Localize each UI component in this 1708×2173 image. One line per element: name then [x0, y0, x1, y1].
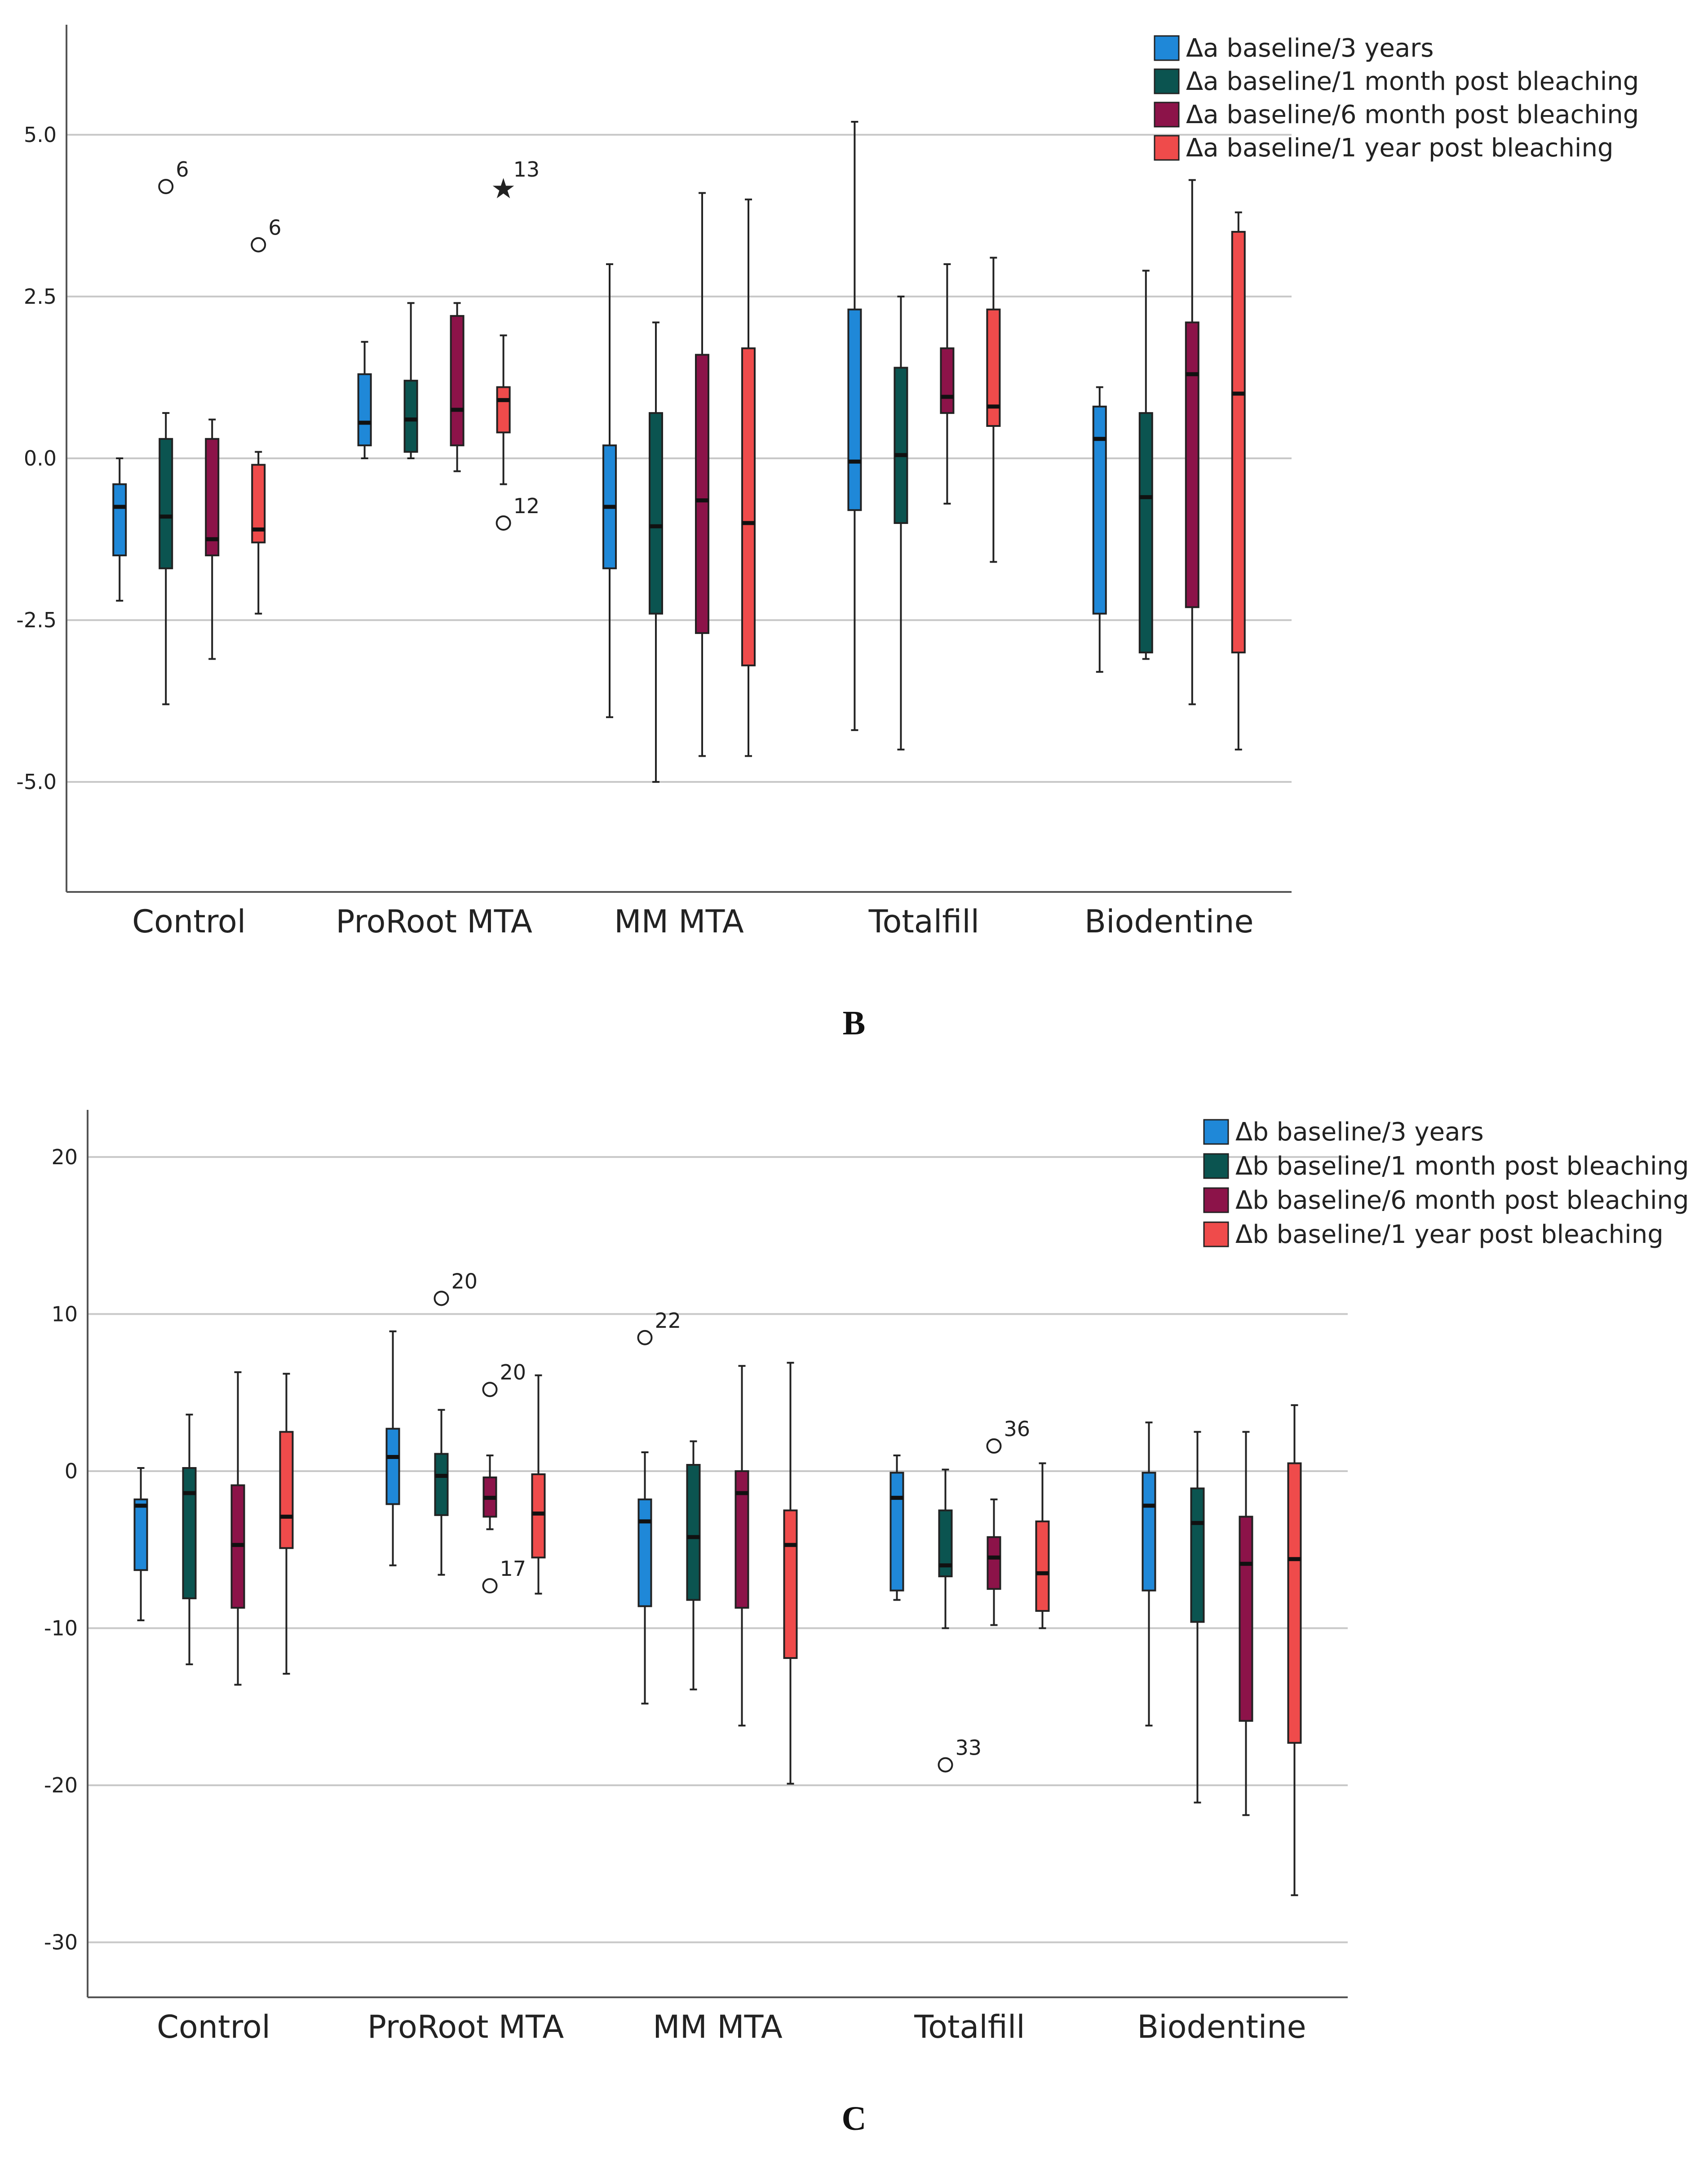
outlier-marker: [938, 1757, 953, 1773]
y-tick-label: 5.0: [24, 123, 57, 147]
legend-label: Δa baseline/1 year post bleaching: [1186, 133, 1614, 163]
y-tick-label: -2.5: [16, 608, 57, 632]
box: [1239, 1516, 1253, 1722]
y-tick-label: -30: [44, 1930, 78, 1955]
legend-swatch: [1154, 135, 1180, 161]
box: [1185, 321, 1199, 608]
y-tick-label: -20: [44, 1773, 78, 1797]
box: [894, 367, 908, 524]
y-tick-label: 20: [51, 1145, 78, 1169]
x-category-label: Control: [132, 903, 246, 940]
legend-label: Δb baseline/3 years: [1235, 1118, 1484, 1147]
y-tick-label: 10: [51, 1302, 78, 1326]
chart-panel-b: 5.0 2.5 0.0 -2.5 -5.0 Control ProRoot MTA MM MT…: [16, 25, 1639, 940]
outlier-label: 12: [513, 494, 540, 518]
x-category-label: Totalfill: [914, 2009, 1025, 2045]
box: [847, 308, 862, 511]
outlier-label: 6: [176, 157, 189, 182]
legend-swatch: [1203, 1221, 1229, 1247]
outlier-label: 36: [1004, 1417, 1031, 1441]
x-category-label: MM MTA: [614, 903, 744, 940]
outlier-label: 13: [513, 157, 540, 182]
box: [205, 438, 220, 557]
box: [1092, 405, 1107, 615]
legend-label: Δb baseline/1 year post bleaching: [1235, 1220, 1664, 1249]
x-category-label: ProRoot MTA: [336, 903, 532, 940]
box: [1287, 1462, 1302, 1744]
box: [496, 386, 511, 434]
x-category-label: MM MTA: [653, 2009, 783, 2045]
outlier-label: 22: [655, 1308, 681, 1333]
box: [686, 1464, 701, 1601]
box: [889, 1472, 904, 1592]
outlier-marker: [482, 1382, 498, 1397]
box: [385, 1428, 400, 1505]
box: [1231, 231, 1246, 654]
legend-swatch: [1203, 1187, 1229, 1213]
legend-label: Δa baseline/6 month post bleaching: [1186, 100, 1639, 129]
box: [637, 1498, 652, 1607]
outlier-star-marker: ★: [491, 172, 516, 205]
legend-label: Δb baseline/1 month post bleaching: [1235, 1152, 1689, 1181]
outlier-marker: [637, 1330, 653, 1345]
box: [783, 1509, 798, 1659]
outlier-label: 20: [451, 1269, 478, 1293]
outlier-label: 17: [500, 1557, 527, 1581]
box: [649, 412, 663, 615]
x-category-label: Biodentine: [1084, 903, 1254, 940]
box: [741, 347, 756, 666]
legend-label: Δa baseline/3 years: [1186, 34, 1434, 63]
legend-label: Δb baseline/6 month post bleaching: [1235, 1186, 1689, 1215]
legend-label: Δa baseline/1 month post bleaching: [1186, 67, 1639, 96]
box: [133, 1498, 148, 1571]
y-tick-label: -5.0: [16, 770, 57, 794]
x-category-label: Control: [157, 2009, 270, 2045]
outlier-marker: [251, 237, 266, 253]
legend-swatch: [1154, 102, 1180, 128]
box: [987, 1536, 1001, 1590]
outlier-marker: [496, 515, 511, 531]
outlier-label: 20: [500, 1360, 527, 1384]
outlier-marker: [482, 1578, 498, 1594]
x-category-label: ProRoot MTA: [367, 2009, 564, 2045]
y-tick-label: -10: [44, 1616, 78, 1641]
box: [1190, 1487, 1205, 1623]
outlier-marker: [986, 1438, 1002, 1454]
box: [531, 1473, 546, 1559]
box: [434, 1453, 449, 1516]
box: [1035, 1520, 1050, 1612]
box: [279, 1431, 294, 1549]
outlier-marker: [158, 179, 174, 195]
box: [403, 380, 418, 453]
box: [940, 347, 955, 414]
x-category-label: Biodentine: [1137, 2009, 1306, 2045]
y-tick-label: 0: [65, 1459, 78, 1483]
legend-swatch: [1203, 1153, 1229, 1179]
box: [1138, 412, 1153, 654]
legend-swatch: [1203, 1119, 1229, 1145]
legend-swatch: [1154, 68, 1180, 94]
legend-swatch: [1154, 35, 1180, 61]
box: [695, 354, 709, 634]
chart-panel-c: 20 10 0 -10 -20 -30 Control ProRoot MTA MM MTA To…: [44, 1110, 1689, 2045]
box: [357, 373, 372, 447]
outlier-label: 6: [268, 216, 281, 240]
box: [1142, 1472, 1156, 1592]
box: [159, 438, 173, 569]
y-tick-label: 0.0: [24, 446, 57, 470]
y-tick-label: 2.5: [24, 284, 57, 309]
outlier-marker: [434, 1290, 449, 1306]
box: [112, 483, 127, 557]
box: [450, 315, 465, 447]
x-category-label: Totalfill: [868, 903, 979, 940]
box: [182, 1467, 197, 1600]
outlier-label: 33: [956, 1736, 982, 1760]
